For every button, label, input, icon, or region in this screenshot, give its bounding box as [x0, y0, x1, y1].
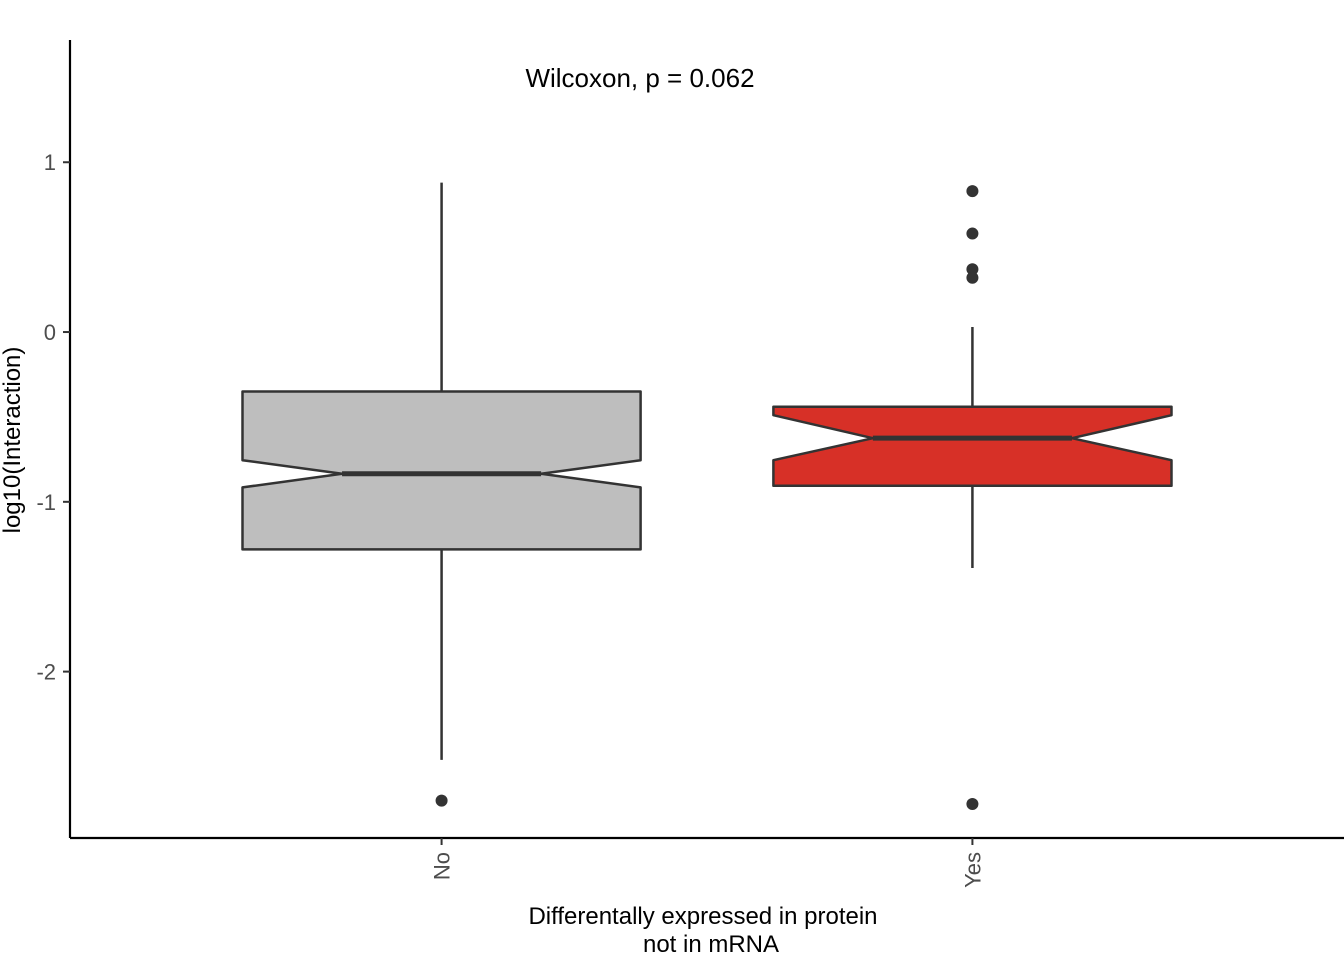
notched-box	[241, 390, 642, 551]
outlier-point	[435, 794, 448, 807]
y-axis-ticks: 1 0 -1 -2	[36, 150, 70, 685]
x-tick-label: No	[430, 852, 455, 880]
y-tick-label: 0	[44, 320, 56, 345]
x-axis-title-line-1: Differentally expressed in protein	[528, 903, 877, 930]
notched-box	[772, 405, 1173, 487]
x-tick-label: Yes	[960, 852, 985, 888]
box-group-yes	[772, 185, 1173, 811]
x-axis-ticks: No Yes	[430, 838, 985, 888]
outlier-point	[966, 185, 979, 198]
y-tick-label: 1	[44, 150, 56, 175]
y-axis-title: log10(Interaction)	[0, 347, 26, 534]
box-group-no	[241, 182, 642, 807]
x-axis-title-line-2: not in mRNA	[643, 931, 779, 958]
y-tick-label: -1	[36, 490, 56, 515]
plot-area	[241, 182, 1173, 811]
outlier-point	[966, 271, 979, 284]
y-tick-label: -2	[36, 660, 56, 685]
outlier-point	[966, 227, 979, 240]
wilcoxon-annotation: Wilcoxon, p = 0.062	[525, 63, 754, 93]
outlier-point	[966, 263, 979, 276]
outlier-point	[966, 798, 979, 811]
